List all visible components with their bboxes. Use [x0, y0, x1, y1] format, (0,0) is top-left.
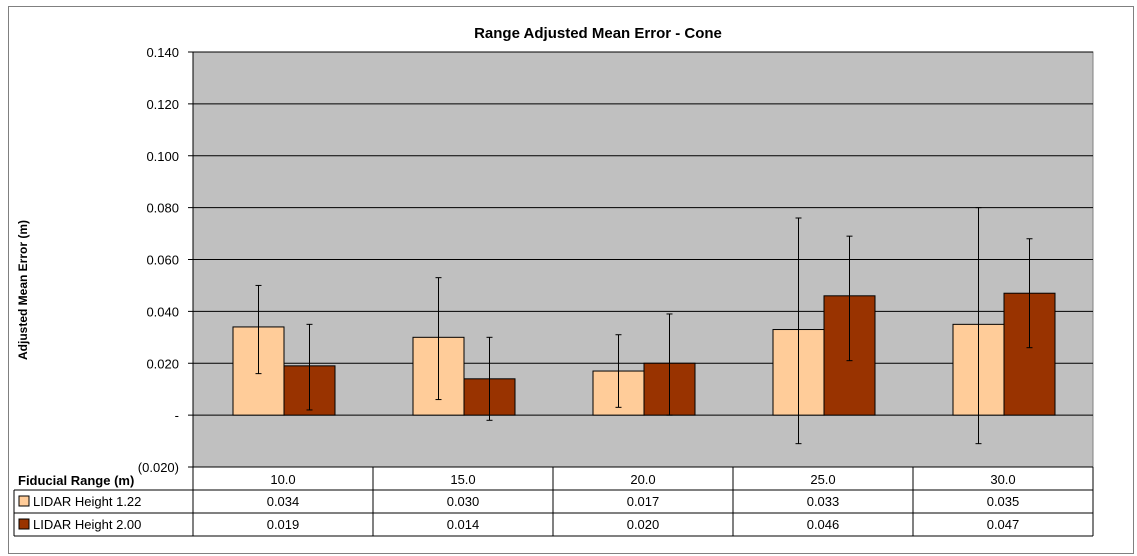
y-tick-label: 0.040	[146, 304, 179, 319]
data-table: Fiducial Range (m) 10.0 15.0 20.0 25.0 30.0 LI…	[13, 466, 1094, 537]
y-tick-label: 0.100	[146, 149, 179, 164]
data-label: 0.030	[447, 494, 480, 509]
data-label: 0.033	[807, 494, 840, 509]
data-label: 0.020	[627, 517, 660, 532]
legend-swatch	[18, 518, 30, 530]
category-label: 20.0	[630, 472, 655, 487]
data-label: 0.019	[267, 517, 300, 532]
legend-swatch	[18, 495, 30, 507]
y-tick-label: -	[175, 408, 179, 423]
data-label: 0.047	[987, 517, 1020, 532]
data-label: 0.035	[987, 494, 1020, 509]
legend-entry: LIDAR Height 2.00	[33, 517, 141, 532]
y-tick-label: 0.060	[146, 253, 179, 268]
chart-title: Range Adjusted Mean Error - Cone	[474, 25, 722, 42]
y-tick-label: (0.020)	[138, 460, 179, 475]
category-label: 15.0	[450, 472, 475, 487]
y-tick-label: 0.020	[146, 356, 179, 371]
plot-area: (0.020) - 0.020 0.040 0.060 0.080 0.100 0.120 0.…	[138, 45, 1094, 475]
data-label: 0.034	[267, 494, 300, 509]
data-label: 0.046	[807, 517, 840, 532]
category-label: 10.0	[270, 472, 295, 487]
legend-entry: LIDAR Height 1.22	[33, 494, 141, 509]
category-label: 25.0	[810, 472, 835, 487]
y-tick-label: 0.080	[146, 201, 179, 216]
x-axis-label: Fiducial Range (m)	[18, 473, 134, 488]
data-label: 0.017	[627, 494, 660, 509]
category-label: 30.0	[990, 472, 1015, 487]
data-label: 0.014	[447, 517, 480, 532]
y-tick-label: 0.120	[146, 97, 179, 112]
y-tick-label: 0.140	[146, 45, 179, 60]
y-axis-label: Adjusted Mean Error (m)	[16, 220, 30, 360]
